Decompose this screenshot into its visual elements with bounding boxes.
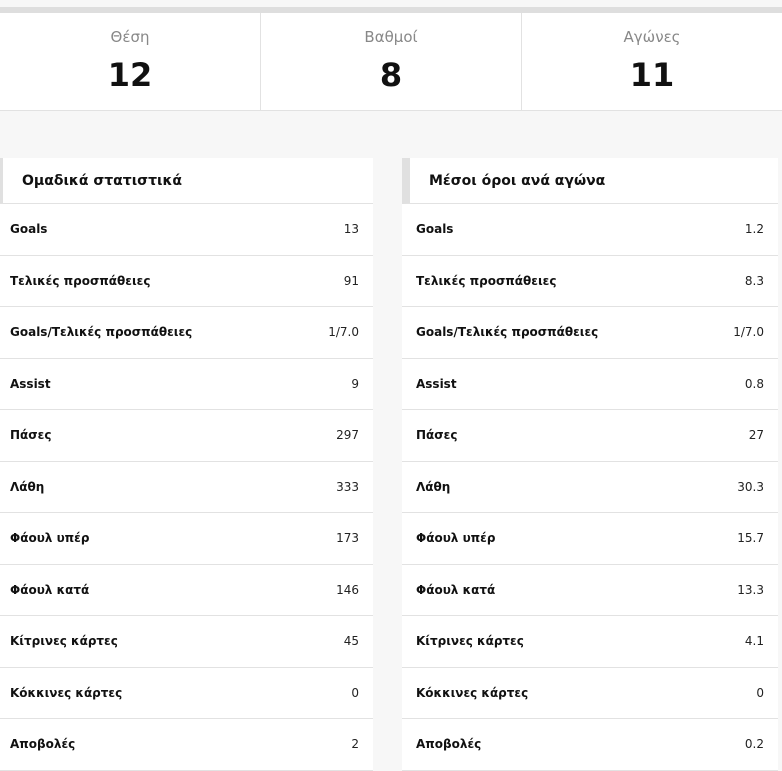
stat-row: Φάουλ υπέρ 173: [0, 513, 373, 565]
stat-row: Λάθη 30.3: [402, 462, 778, 513]
stat-row: Φάουλ υπέρ 15.7: [402, 513, 778, 565]
stat-label: Τελικές προσπάθειες: [416, 273, 557, 288]
summary-value: 12: [107, 56, 153, 94]
stat-label: Goals/Τελικές προσπάθειες: [10, 325, 193, 340]
stat-label: Κίτρινες κάρτες: [416, 634, 524, 649]
stat-row: Τελικές προσπάθειες 8.3: [402, 256, 778, 307]
stat-row: Φάουλ κατά 146: [0, 565, 373, 616]
stat-row: Αποβολές 2: [0, 719, 373, 771]
stat-value: 4.1: [744, 634, 764, 649]
stat-label: Τελικές προσπάθειες: [10, 273, 151, 288]
stat-row: Λάθη 333: [0, 462, 373, 513]
stat-value: 0: [756, 685, 764, 700]
stat-label: Φάουλ κατά: [10, 582, 90, 597]
summary-label: Αγώνες: [623, 28, 681, 46]
summary-value: 8: [379, 56, 403, 94]
stat-label: Κόκκινες κάρτες: [10, 685, 123, 700]
stat-value: 27: [748, 428, 764, 443]
stat-label: Assist: [416, 376, 457, 391]
stat-value: 0.2: [744, 737, 764, 752]
stat-label: Κίτρινες κάρτες: [10, 634, 118, 649]
summary-label: Θέση: [110, 28, 150, 46]
stat-row: Κίτρινες κάρτες 45: [0, 616, 373, 668]
stat-row: Goals 13: [0, 204, 373, 256]
stat-label: Αποβολές: [10, 737, 76, 752]
stat-row: Φάουλ κατά 13.3: [402, 565, 778, 616]
stat-value: 173: [336, 531, 359, 546]
panel-title: Ομαδικά στατιστικά: [0, 158, 373, 204]
stat-value: 15.7: [737, 531, 764, 546]
stat-label: Πάσες: [416, 428, 458, 443]
stat-label: Φάουλ υπέρ: [10, 531, 90, 546]
summary-points: Βαθμοί 8: [261, 13, 522, 110]
summary-bar: Θέση 12 Βαθμοί 8 Αγώνες 11: [0, 13, 782, 111]
stat-label: Φάουλ κατά: [416, 582, 496, 597]
stat-label: Goals/Τελικές προσπάθειες: [416, 325, 599, 340]
stat-label: Λάθη: [10, 479, 45, 494]
summary-value: 11: [629, 56, 675, 94]
stat-value: 2: [351, 737, 359, 752]
summary-position: Θέση 12: [0, 13, 261, 110]
stat-value: 146: [336, 582, 359, 597]
stat-value: 1.2: [744, 222, 764, 237]
stat-value: 1/7.0: [733, 325, 764, 340]
top-divider: [0, 7, 782, 13]
stat-value: 13: [343, 222, 359, 237]
stat-label: Πάσες: [10, 428, 52, 443]
averages-panel: Μέσοι όροι ανά αγώνα Goals 1.2 Τελικές προ…: [402, 158, 778, 771]
stat-label: Λάθη: [416, 479, 451, 494]
stat-value: 9: [351, 376, 359, 391]
stat-value: 1/7.0: [328, 325, 359, 340]
team-stats-panel: Ομαδικά στατιστικά Goals 13 Τελικές προσπά…: [0, 158, 373, 771]
stat-row: Goals 1.2: [402, 204, 778, 256]
stat-row: Κόκκινες κάρτες 0: [0, 668, 373, 719]
stat-row: Goals/Τελικές προσπάθειες 1/7.0: [402, 307, 778, 359]
stat-row: Αποβολές 0.2: [402, 719, 778, 771]
stat-row: Κίτρινες κάρτες 4.1: [402, 616, 778, 668]
stat-value: 297: [336, 428, 359, 443]
stat-value: 333: [336, 479, 359, 494]
stat-row: Κόκκινες κάρτες 0: [402, 668, 778, 719]
stat-row: Goals/Τελικές προσπάθειες 1/7.0: [0, 307, 373, 359]
stat-label: Κόκκινες κάρτες: [416, 685, 529, 700]
stat-row: Πάσες 297: [0, 410, 373, 462]
stat-label: Assist: [10, 376, 51, 391]
stat-row: Πάσες 27: [402, 410, 778, 462]
stat-label: Φάουλ υπέρ: [416, 531, 496, 546]
stat-value: 13.3: [737, 582, 764, 597]
stat-label: Goals: [416, 222, 454, 237]
panel-title: Μέσοι όροι ανά αγώνα: [402, 158, 778, 204]
summary-label: Βαθμοί: [364, 28, 418, 46]
stat-value: 91: [343, 273, 359, 288]
stat-row: Assist 9: [0, 359, 373, 410]
summary-games: Αγώνες 11: [522, 13, 782, 110]
stat-label: Αποβολές: [416, 737, 482, 752]
stat-value: 45: [343, 634, 359, 649]
stat-value: 8.3: [744, 273, 764, 288]
stat-row: Τελικές προσπάθειες 91: [0, 256, 373, 307]
stat-row: Assist 0.8: [402, 359, 778, 410]
stat-label: Goals: [10, 222, 48, 237]
stat-value: 30.3: [737, 479, 764, 494]
stat-value: 0.8: [744, 376, 764, 391]
stat-value: 0: [351, 685, 359, 700]
